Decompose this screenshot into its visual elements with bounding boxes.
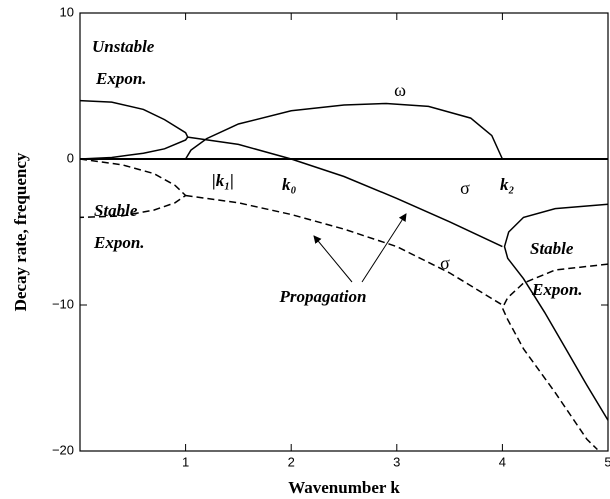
y-tick-label: −20 xyxy=(52,442,74,457)
plot-frame xyxy=(79,12,609,452)
x-axis-label: Wavenumber k xyxy=(288,478,400,497)
y-tick-label: 10 xyxy=(60,4,74,19)
x-tick-label: 2 xyxy=(288,454,295,469)
y-axis-label: Decay rate, frequency xyxy=(11,152,30,311)
annotation: k₂ xyxy=(500,175,515,194)
annotation: σ xyxy=(440,253,450,273)
arrow xyxy=(313,235,353,283)
annotation: Unstable xyxy=(92,37,155,56)
annotation: σ xyxy=(460,178,470,198)
curve xyxy=(501,263,609,451)
curve xyxy=(79,99,189,160)
x-tick-label: 5 xyxy=(604,454,610,469)
annotation: Propagation xyxy=(279,287,367,306)
y-tick-label: 0 xyxy=(67,150,74,165)
annotation: Stable xyxy=(530,239,574,258)
annotation: ω xyxy=(394,80,406,100)
x-tick-label: 3 xyxy=(393,454,400,469)
annotation: Expon. xyxy=(95,69,147,88)
x-tick-label: 1 xyxy=(182,454,189,469)
annotation: |k₁| xyxy=(212,171,234,190)
annotation: k₀ xyxy=(282,175,297,194)
curve xyxy=(503,203,609,421)
curve xyxy=(185,194,503,306)
annotation: Expon. xyxy=(93,233,145,252)
arrow xyxy=(361,213,407,283)
x-tick-label: 4 xyxy=(499,454,506,469)
curve xyxy=(187,136,503,248)
curve xyxy=(184,102,504,160)
annotation: Expon. xyxy=(531,280,583,299)
y-tick-label: −10 xyxy=(52,296,74,311)
